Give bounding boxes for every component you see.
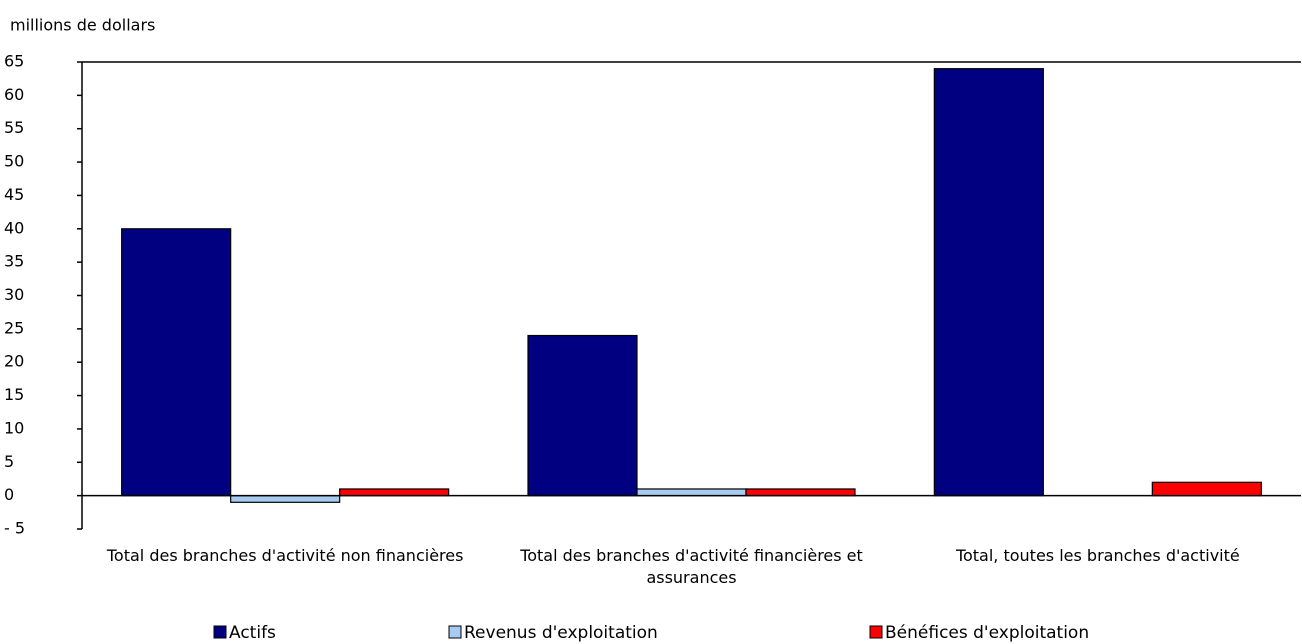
y-tick-label: 5 <box>4 452 14 471</box>
y-tick-label: 20 <box>4 352 24 371</box>
y-tick-label: 0 <box>4 485 14 504</box>
bar <box>339 488 450 497</box>
legend-swatch <box>448 625 462 639</box>
y-tick-label: 10 <box>4 418 24 437</box>
x-tick-label: Total des branches d'activité financière… <box>520 546 863 587</box>
y-tick-label: 25 <box>4 318 24 337</box>
bar <box>933 68 1044 497</box>
x-tick-label: Total des branches d'activité non financ… <box>106 546 464 565</box>
y-tick-label: 40 <box>4 218 24 237</box>
legend-label: Actifs <box>229 623 276 643</box>
bar <box>230 495 341 503</box>
bar <box>745 488 856 497</box>
y-axis-label: millions de dollars <box>10 16 155 35</box>
bar <box>636 488 747 497</box>
bar <box>121 228 232 497</box>
y-tick-label: 55 <box>4 118 24 137</box>
legend-label: Bénéfices d'exploitation <box>885 623 1089 643</box>
y-tick-label: 45 <box>4 185 24 204</box>
y-tick-label: 35 <box>4 252 24 271</box>
y-tick-label: 15 <box>4 385 24 404</box>
bar <box>1151 481 1262 497</box>
legend-swatch <box>213 625 227 639</box>
bar <box>527 334 638 497</box>
legend-swatch <box>869 625 883 639</box>
y-tick-label: 60 <box>4 85 24 104</box>
y-tick-label: 50 <box>4 152 24 171</box>
x-tick-label: Total, toutes les branches d'activité <box>955 546 1240 565</box>
legend-label: Revenus d'exploitation <box>464 623 658 643</box>
y-tick-label: 65 <box>4 52 24 71</box>
y-tick-label: 30 <box>4 285 24 304</box>
y-tick-label: - 5 <box>4 519 25 538</box>
